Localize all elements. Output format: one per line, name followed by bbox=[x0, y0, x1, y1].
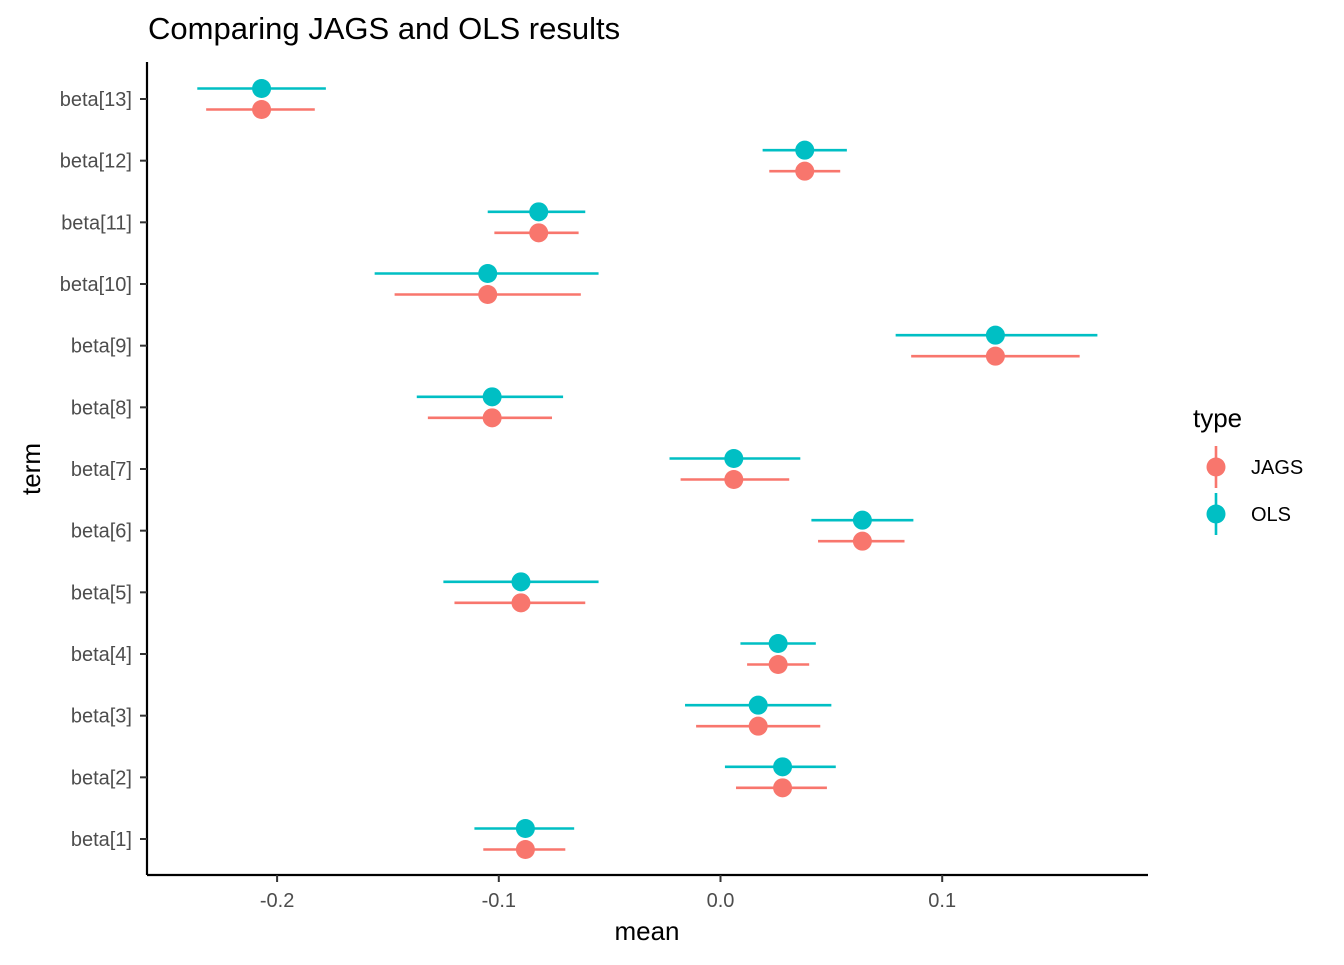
point-jags bbox=[482, 408, 502, 428]
y-tick-label: beta[3] bbox=[71, 706, 132, 728]
point-jags bbox=[724, 470, 744, 489]
plot-area bbox=[197, 79, 1098, 859]
point-jags bbox=[768, 655, 788, 674]
point-ols bbox=[768, 634, 788, 653]
legend-key-point bbox=[1206, 457, 1226, 477]
y-axis-label: term bbox=[16, 443, 46, 495]
legend-key-ols: OLS bbox=[1206, 493, 1291, 535]
point-ols bbox=[529, 202, 549, 222]
point-jags bbox=[529, 223, 549, 243]
legend-label: OLS bbox=[1251, 504, 1291, 526]
point-ols bbox=[852, 510, 872, 530]
legend-key-jags: JAGS bbox=[1206, 446, 1303, 488]
y-tick-label: beta[4] bbox=[71, 644, 132, 666]
legend: type JAGS OLS bbox=[1193, 403, 1303, 535]
point-ols bbox=[985, 325, 1005, 345]
chart-title: Comparing JAGS and OLS results bbox=[148, 11, 620, 46]
point-jags bbox=[511, 593, 531, 613]
x-tick-label: -0.1 bbox=[482, 890, 516, 912]
y-tick-label: beta[6] bbox=[71, 521, 132, 543]
point-jags bbox=[795, 161, 815, 181]
legend-label: JAGS bbox=[1251, 457, 1303, 479]
point-ols bbox=[515, 819, 535, 838]
point-jags bbox=[252, 100, 272, 119]
y-tick-label: beta[12] bbox=[60, 151, 132, 173]
x-tick-label: -0.2 bbox=[260, 890, 294, 912]
y-tick-label: beta[2] bbox=[71, 767, 132, 789]
legend-key-point bbox=[1206, 504, 1226, 524]
point-jags bbox=[852, 531, 872, 551]
point-ols bbox=[511, 572, 531, 592]
y-tick-label: beta[11] bbox=[61, 212, 132, 234]
y-axis: beta[1] beta[2] beta[3] beta[4] beta[5] beta[… bbox=[60, 62, 149, 875]
x-tick-label: 0.0 bbox=[707, 890, 735, 912]
point-jags bbox=[515, 840, 535, 859]
x-axis: -0.2 -0.1 0.0 0.1 bbox=[147, 873, 1148, 912]
point-jags bbox=[773, 778, 793, 798]
point-ols bbox=[773, 757, 793, 777]
x-tick-label: 0.1 bbox=[928, 890, 956, 912]
point-ols bbox=[482, 387, 502, 407]
point-jags bbox=[748, 716, 768, 736]
point-jags bbox=[478, 285, 498, 304]
point-jags bbox=[985, 346, 1005, 366]
point-ols bbox=[252, 79, 272, 98]
point-ols bbox=[748, 695, 768, 715]
series-ols bbox=[197, 79, 1098, 838]
y-tick-label: beta[9] bbox=[71, 336, 132, 358]
series-jags bbox=[206, 100, 1080, 859]
point-ols bbox=[724, 449, 744, 468]
y-tick-label: beta[5] bbox=[71, 582, 132, 604]
y-tick-label: beta[8] bbox=[71, 397, 132, 419]
y-tick-label: beta[10] bbox=[60, 274, 132, 296]
point-ols bbox=[795, 140, 815, 160]
y-tick-label: beta[1] bbox=[71, 829, 132, 851]
y-tick-label: beta[7] bbox=[71, 459, 132, 481]
y-tick-label: beta[13] bbox=[60, 89, 132, 111]
legend-title: type bbox=[1193, 403, 1242, 433]
point-ols bbox=[478, 264, 498, 283]
x-axis-label: mean bbox=[614, 916, 679, 946]
